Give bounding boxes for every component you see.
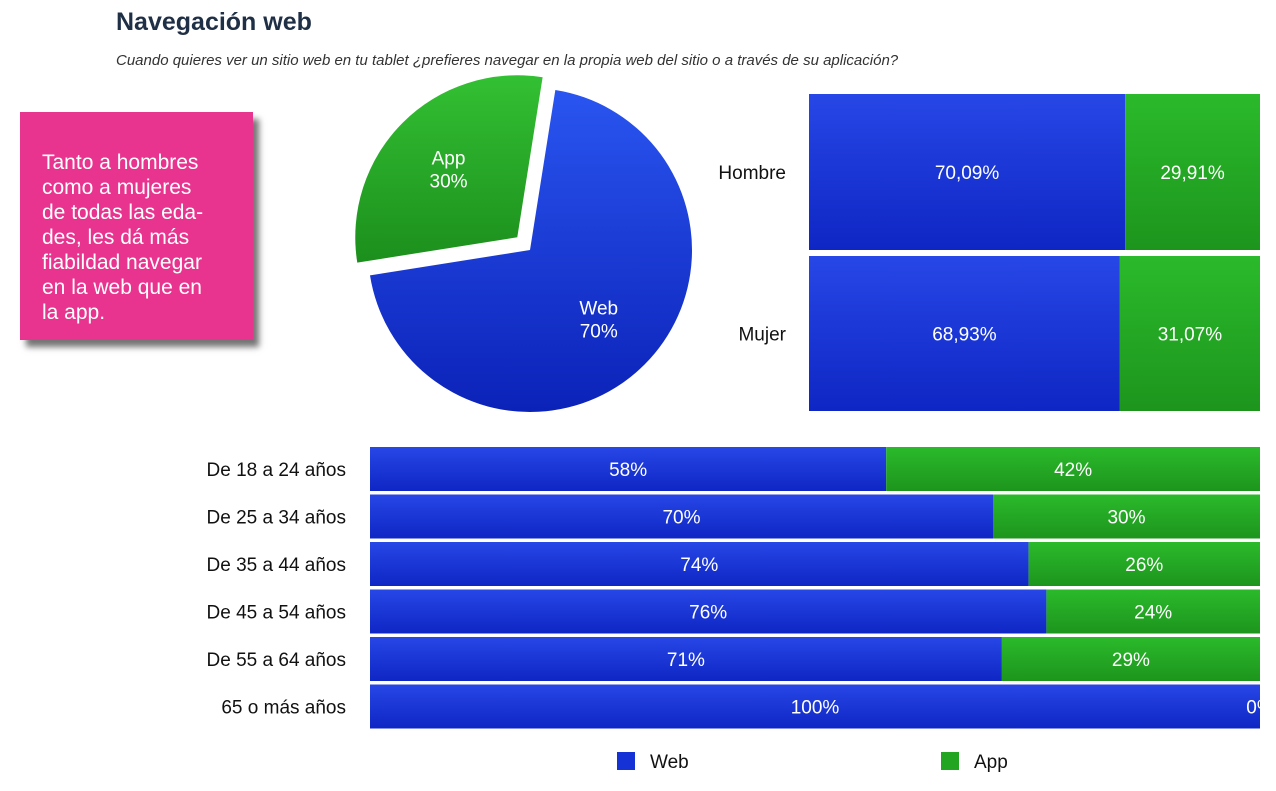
note-box: Tanto a hombres como a mujeres de todas …: [20, 112, 253, 340]
legend-swatch-app: [941, 752, 959, 770]
bar-web: [370, 494, 993, 539]
note-line: fiabildad navegar: [42, 251, 202, 274]
note-line: de todas las eda-: [42, 201, 204, 224]
note-line: des, les dá más: [42, 226, 190, 249]
pie-label-web: Web: [579, 299, 618, 320]
pie-label-app: App: [432, 149, 466, 170]
bar-web: [370, 447, 887, 491]
category-label: 65 o más años: [221, 698, 346, 719]
bar-app: [993, 494, 1260, 539]
legend-label-app: App: [974, 752, 1008, 773]
bar-web: [370, 542, 1029, 586]
legend: Web App: [617, 752, 1008, 773]
category-label: De 25 a 34 años: [207, 508, 346, 529]
note-line: la app.: [42, 301, 106, 324]
chart-subtitle: Cuando quieres ver un sitio web en tu ta…: [116, 52, 899, 69]
note-line: Tanto a hombres: [42, 151, 199, 174]
bar-label-app: 31,07%: [1158, 325, 1223, 346]
bar-app: [1046, 589, 1260, 634]
note-line: en la web que en: [42, 276, 202, 299]
bar-web-mujer: [809, 256, 1120, 411]
bar-label-web: 76%: [689, 603, 727, 624]
chart-title: Navegación web: [116, 8, 312, 36]
bar-app: [886, 447, 1260, 491]
bar-label-web: 100%: [791, 698, 840, 719]
category-label: Mujer: [738, 325, 786, 346]
bar-label-app: 42%: [1054, 460, 1092, 481]
bar-web-hombre: [809, 94, 1126, 250]
bar-label-web: 70%: [662, 508, 700, 529]
category-label: Hombre: [718, 163, 786, 184]
category-label: De 45 a 54 años: [207, 603, 346, 624]
gender-bar-chart: 70,09% 29,91% Hombre 68,93% 31,07% Mujer: [718, 94, 1260, 411]
pie-slice-app: [355, 75, 543, 263]
age-bar-chart: 58% 42% De 18 a 24 años 70% 30% De 25 a 34 añ…: [207, 447, 1274, 729]
bar-web: [370, 637, 1002, 681]
legend-swatch-web: [617, 752, 635, 770]
bar-label-web: 71%: [667, 650, 705, 671]
bar-label-app: 26%: [1125, 555, 1163, 576]
category-label: De 35 a 44 años: [207, 555, 346, 576]
category-label: De 18 a 24 años: [207, 460, 346, 481]
bar-label-web: 74%: [680, 555, 718, 576]
pie-slice-web: [369, 89, 692, 412]
bar-label-app: 29%: [1112, 650, 1150, 671]
bar-app-hombre: [1125, 94, 1260, 250]
bar-label-web: 70,09%: [935, 163, 1000, 184]
bar-app: [1028, 542, 1260, 586]
bar-label-app: 29,91%: [1160, 163, 1225, 184]
category-label: De 55 a 64 años: [207, 650, 346, 671]
bar-label-app: 30%: [1107, 508, 1145, 529]
pie-value-app: 30%: [430, 172, 468, 193]
pie-value-web: 70%: [580, 322, 618, 343]
bar-app: [1001, 637, 1260, 681]
bar-web: [370, 589, 1047, 634]
bar-web: [370, 684, 1260, 729]
bar-label-app: 0%: [1246, 698, 1274, 719]
bar-label-web: 68,93%: [932, 325, 997, 346]
bar-label-app: 24%: [1134, 603, 1172, 624]
note-line: como a mujeres: [42, 176, 192, 199]
legend-label-web: Web: [650, 752, 689, 773]
bar-app-mujer: [1119, 256, 1260, 411]
bar-label-web: 58%: [609, 460, 647, 481]
